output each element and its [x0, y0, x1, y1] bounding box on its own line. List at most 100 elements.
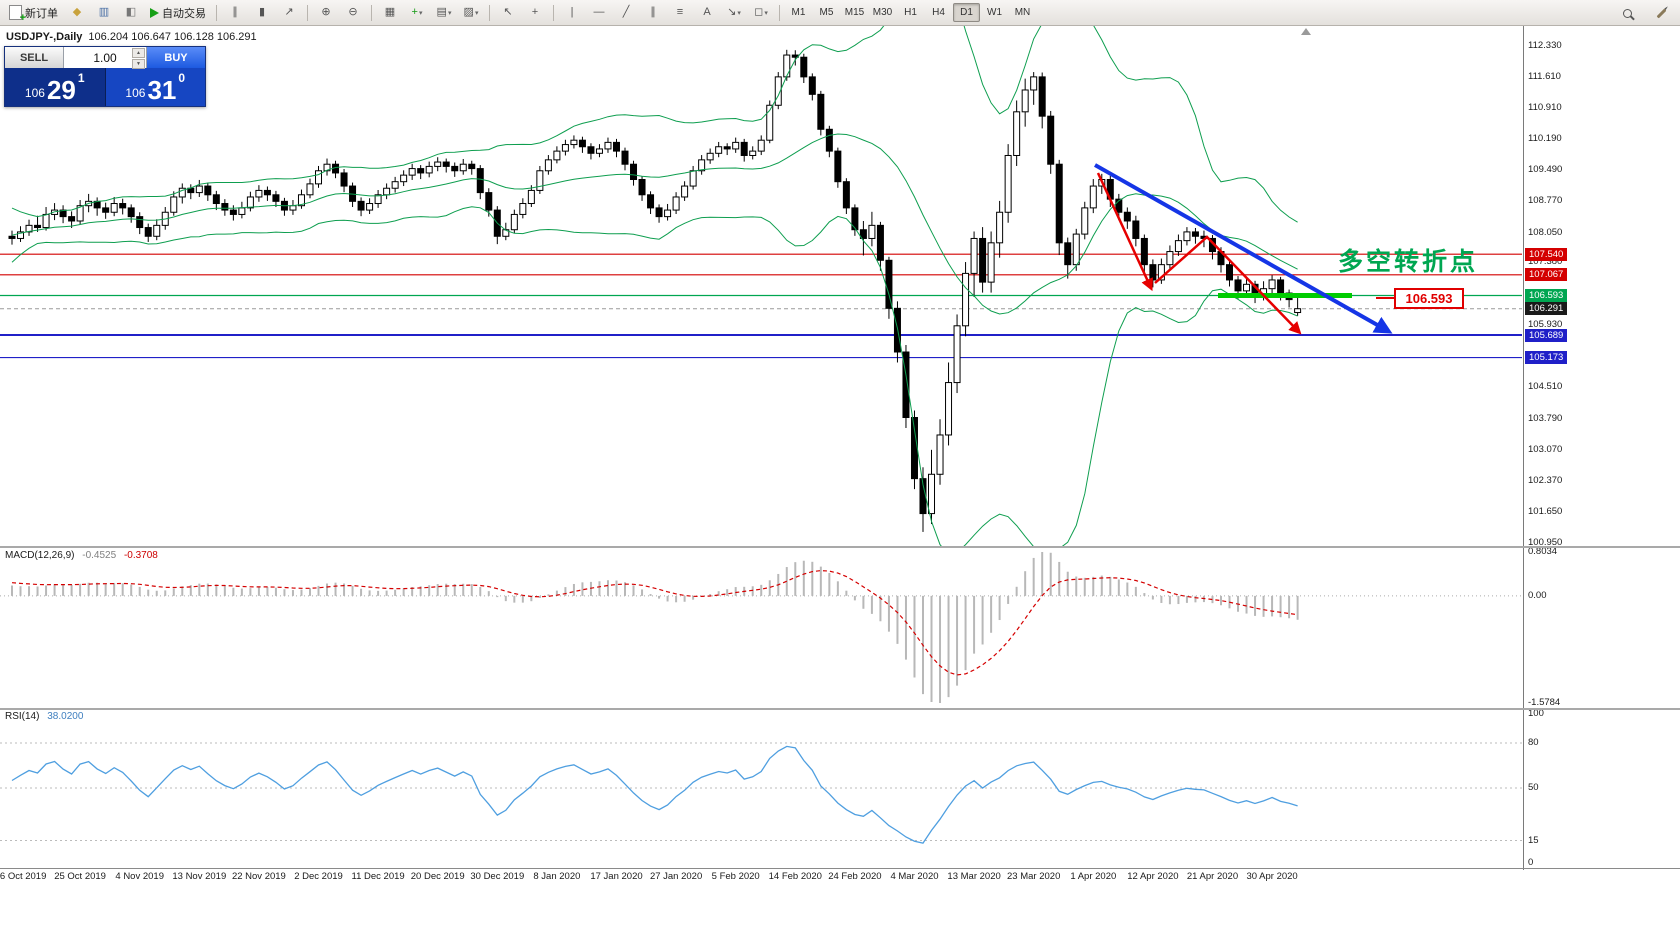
indicators-button[interactable]: + ▾	[404, 2, 430, 24]
bar-chart-button[interactable]: ∥	[222, 2, 248, 24]
navigator-button[interactable]: ◧	[118, 2, 144, 24]
volume-spinner: ▲ ▼	[132, 48, 145, 69]
ask-price[interactable]: 106 31 0	[104, 68, 205, 106]
toolbar: + 新订单 ◆ ▥ ◧ 自动交易 ∥ ▮ ↗ ⊕ ⊖ ▦ + ▾ ▤ ▾ ▨ ▾ ↖ + | — ╱ ∥ ≡ A ↘…	[0, 0, 1680, 26]
toolbar-separator	[216, 4, 217, 21]
line-chart-icon: ↗	[284, 6, 294, 18]
price-line-label: 107.540	[1525, 247, 1568, 261]
shapes-button[interactable]: ◻ ▾	[748, 2, 774, 24]
toolbar-right	[1614, 2, 1674, 24]
toolbar-group-zoom: ⊕ ⊖	[313, 2, 366, 24]
edit-button[interactable]	[1648, 2, 1674, 24]
macd-name: MACD(12,26,9)	[5, 550, 75, 561]
dropdown-caret-icon: ▾	[447, 9, 452, 17]
main-chart-layer	[0, 25, 1522, 546]
horizontal-line-button[interactable]: —	[586, 2, 612, 24]
toolbar-separator	[371, 4, 372, 21]
price-axis-tick: 108.050	[1528, 226, 1563, 238]
search-button[interactable]	[1614, 2, 1640, 24]
toolbar-group-windows: ▦ + ▾ ▤ ▾ ▨ ▾	[377, 2, 484, 24]
bid-point: 1	[77, 71, 85, 85]
periods-icon: ▤	[436, 6, 447, 18]
zoom-in-icon: ⊕	[321, 6, 331, 18]
volume-down-button[interactable]: ▼	[132, 59, 145, 69]
price-axis-tick: 107.380	[1528, 256, 1563, 268]
sell-button[interactable]: SELL	[5, 47, 64, 68]
timeframe-w1[interactable]: W1	[987, 7, 1002, 18]
line-chart-button[interactable]: ↗	[276, 2, 302, 24]
new-order-icon: +	[9, 5, 26, 24]
rsi-value: 38.0200	[47, 711, 84, 722]
date-axis-label: 13 Nov 2019	[172, 871, 227, 882]
macd-indicator-label: MACD(12,26,9) -0.4525 -0.3708	[5, 550, 158, 561]
price-line-label: 105.173	[1525, 351, 1568, 365]
timeframe-h4[interactable]: H4	[932, 7, 945, 18]
candlestick-chart-button[interactable]: ▮	[249, 2, 275, 24]
price-line-label: 106.291	[1525, 302, 1568, 316]
macd-scale-label: 0.8034	[1528, 546, 1558, 557]
new-order-button[interactable]: + 新订单	[4, 2, 63, 24]
price-line-label: 107.067	[1525, 268, 1568, 282]
date-axis-label: 4 Nov 2019	[115, 871, 164, 882]
channel-button[interactable]: ∥	[640, 2, 666, 24]
price-axis[interactable]: 0.8034 0.00 -1.5784 100 80 50 15 0 112.3…	[1523, 25, 1680, 870]
timeframe-m30[interactable]: M30	[872, 7, 893, 18]
dropdown-caret-icon: ▾	[764, 9, 768, 17]
text-button[interactable]: A	[694, 2, 720, 24]
autotrading-play-icon	[150, 7, 159, 18]
one-click-trading-panel: SELL 1.00 ▲ ▼ BUY 106 29 1 106 31 0	[4, 46, 206, 107]
date-axis-label: 25 Oct 2019	[54, 871, 106, 882]
toolbar-group-panels: ◆ ▥ ◧	[64, 2, 144, 24]
date-axis-label: 14 Feb 2020	[768, 871, 822, 882]
crosshair-button[interactable]: +	[522, 2, 548, 24]
zoom-out-button[interactable]: ⊖	[340, 2, 366, 24]
timeframe-h1[interactable]: H1	[904, 7, 917, 18]
data-window-button[interactable]: ▥	[91, 2, 117, 24]
trendline-button[interactable]: ╱	[613, 2, 639, 24]
macd-scale-label: 0.00	[1528, 589, 1547, 601]
pencil-icon	[1656, 8, 1666, 18]
panel-splitter[interactable]	[0, 708, 1680, 710]
arrows-button[interactable]: ↘ ▾	[721, 2, 747, 24]
ask-pips: 31	[147, 75, 177, 105]
autotrading-label: 自动交易	[162, 7, 206, 20]
timeframe-mn[interactable]: MN	[1014, 7, 1031, 18]
price-line-label: 105.689	[1525, 328, 1568, 342]
date-axis-label: 21 Apr 2020	[1186, 871, 1239, 882]
fibonacci-button[interactable]: ≡	[667, 2, 693, 24]
buy-button[interactable]: BUY	[147, 47, 205, 68]
date-axis[interactable]: 16 Oct 2019 25 Oct 2019 4 Nov 2019 13 Nov 2…	[0, 869, 1523, 885]
periods-button[interactable]: ▤ ▾	[431, 2, 457, 24]
date-axis-label: 13 Mar 2020	[947, 871, 1001, 882]
price-axis-tick: 103.070	[1528, 444, 1563, 456]
dropdown-caret-icon: ▾	[474, 9, 479, 17]
cursor-button[interactable]: ↖	[495, 2, 521, 24]
toolbar-group-chart-type: ∥ ▮ ↗	[222, 2, 302, 24]
templates-button[interactable]: ▨ ▾	[458, 2, 484, 24]
market-watch-icon: ◆	[72, 6, 82, 18]
volume-field[interactable]: 1.00 ▲ ▼	[64, 47, 147, 69]
tile-windows-button[interactable]: ▦	[377, 2, 403, 24]
timeframe-m15[interactable]: M15	[844, 7, 865, 18]
panel-splitter[interactable]	[0, 546, 1680, 548]
date-axis-label: 24 Feb 2020	[828, 871, 882, 882]
timeframe-m5[interactable]: M5	[819, 7, 834, 18]
price-path-arrow	[1154, 235, 1302, 335]
bid-price[interactable]: 106 29 1	[5, 68, 105, 106]
vertical-line-button[interactable]: |	[559, 2, 585, 24]
chart-canvas[interactable]	[0, 25, 1523, 869]
chart-title: USDJPY-,Daily 106.204 106.647 106.128 106…	[6, 31, 257, 43]
horizontal-line-icon: —	[593, 6, 605, 18]
timeframe-d1[interactable]: D1	[953, 3, 980, 22]
market-watch-button[interactable]: ◆	[64, 2, 90, 24]
search-icon	[1622, 8, 1632, 18]
price-line-label: 106.593	[1525, 289, 1568, 303]
rsi-layer	[0, 742, 1522, 844]
autotrading-button[interactable]: 自动交易	[145, 2, 211, 24]
zoom-in-button[interactable]: ⊕	[313, 2, 339, 24]
volume-up-button[interactable]: ▲	[132, 48, 145, 58]
rsi-scale-label: 0	[1528, 857, 1534, 868]
date-axis-label: 2 Dec 2019	[294, 871, 343, 882]
price-callout-label: 106.593	[1394, 288, 1464, 309]
timeframe-m1[interactable]: M1	[791, 7, 806, 18]
